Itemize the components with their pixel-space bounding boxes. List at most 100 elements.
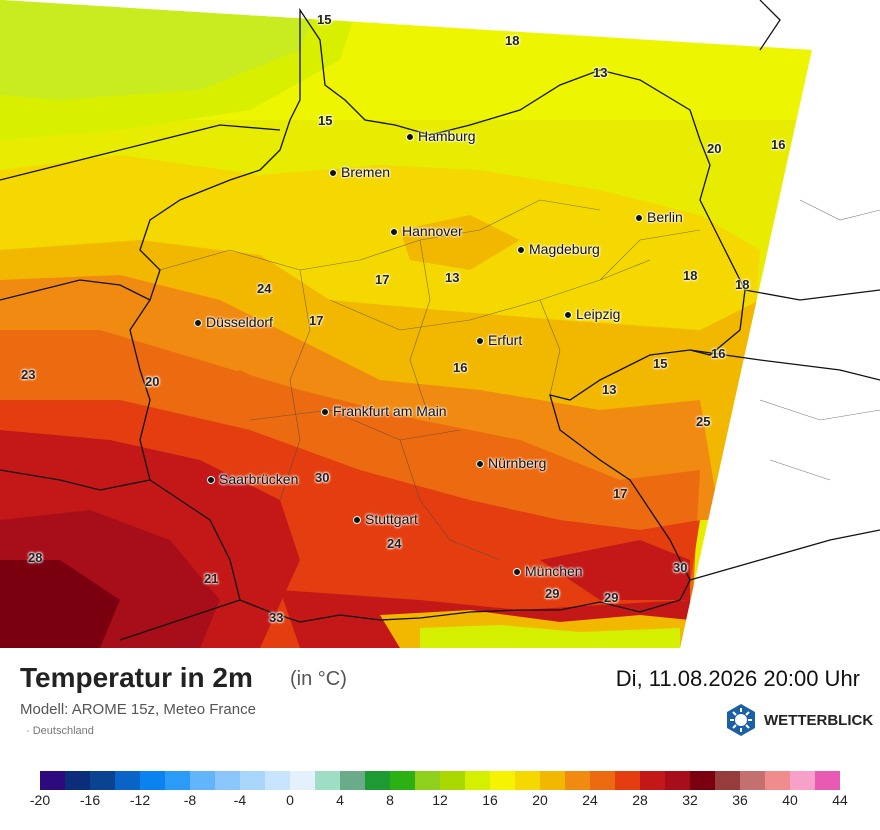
region-name: Deutschland (32, 725, 94, 737)
brand-name: WETTERBLICK (764, 711, 874, 729)
colorbar-step (215, 771, 240, 790)
city-label-leipzig: Leipzig (564, 306, 620, 322)
model-label: Modell: AROME 15z, Meteo France (20, 701, 256, 718)
temperature-colorbar (40, 771, 840, 790)
colorbar-step (765, 771, 790, 790)
colorbar-tick-label: -12 (129, 792, 151, 808)
colorbar-step (815, 771, 840, 790)
city-label-frankfurt: Frankfurt am Main (321, 403, 447, 419)
colorbar-step (265, 771, 290, 790)
colorbar-step (115, 771, 140, 790)
temp-value: 24 (387, 536, 402, 551)
colorbar-tick-label: -20 (29, 792, 51, 808)
colorbar-step (465, 771, 490, 790)
colorbar-step (640, 771, 665, 790)
temp-value: 13 (593, 65, 608, 80)
colorbar-tick-label: 24 (582, 792, 598, 808)
temp-value: 15 (318, 113, 333, 128)
colorbar-step (565, 771, 590, 790)
colorbar-step (390, 771, 415, 790)
temp-value: 25 (696, 414, 711, 429)
colorbar-tick-label: 8 (386, 792, 394, 808)
temp-value: 29 (604, 590, 619, 605)
colorbar-step (340, 771, 365, 790)
colorbar-step (65, 771, 90, 790)
temp-value: 16 (453, 360, 468, 375)
temp-value: 20 (707, 141, 722, 156)
colorbar-tick-label: 40 (782, 792, 798, 808)
map-title: Temperatur in 2m (20, 662, 253, 693)
border-lines (0, 0, 880, 641)
city-label-erfurt: Erfurt (476, 332, 522, 348)
colorbar-tick-label: 4 (336, 792, 344, 808)
colorbar-step (165, 771, 190, 790)
colorbar-tick-label: 16 (482, 792, 498, 808)
brand-logo[interactable]: WETTERBLICK (724, 703, 873, 737)
temp-value: 28 (28, 550, 43, 565)
temp-value: 20 (145, 374, 160, 389)
colorbar-tick-label: 36 (732, 792, 748, 808)
colorbar-step (315, 771, 340, 790)
temp-value: 24 (257, 281, 272, 296)
forecast-datetime: Di, 11.08.2026 20:00 Uhr (615, 666, 860, 691)
colorbar-tick-label: 12 (432, 792, 448, 808)
temp-value: 13 (602, 382, 617, 397)
temp-value: 21 (204, 571, 219, 586)
colorbar-step (240, 771, 265, 790)
colorbar-step (190, 771, 215, 790)
colorbar-step (490, 771, 515, 790)
colorbar-step (590, 771, 615, 790)
city-label-berlin: Berlin (635, 209, 683, 225)
sun-cloud-logo-icon (727, 704, 755, 736)
temp-value: 18 (735, 277, 750, 292)
temp-value: 15 (653, 356, 668, 371)
map-canvas (0, 0, 880, 648)
state-lines (159, 199, 880, 561)
colorbar-ticks: -20 -16 -12 -8 -4 0 4 8 12 16 20 24 28 32 36 40 44 (30, 792, 848, 808)
colorbar-step (665, 771, 690, 790)
colorbar-tick-label: 32 (682, 792, 698, 808)
unit-label: (in °C) (290, 668, 347, 690)
colorbar-step (740, 771, 765, 790)
city-label-stuttgart: Stuttgart (353, 511, 418, 527)
colorbar-step (790, 771, 815, 790)
colorbar-tick-label: -16 (79, 792, 101, 808)
city-label-nuernberg: Nürnberg (476, 455, 546, 471)
colorbar-tick-label: -8 (183, 792, 197, 808)
temp-value: 30 (315, 470, 330, 485)
colorbar-tick-label: -4 (233, 792, 247, 808)
city-label-hamburg: Hamburg (406, 128, 476, 144)
colorbar-step (690, 771, 715, 790)
colorbar-step (140, 771, 165, 790)
colorbar-step (540, 771, 565, 790)
colorbar-step (515, 771, 540, 790)
city-label-muenchen: München (513, 563, 583, 579)
temp-value: 17 (613, 486, 628, 501)
colorbar-tick-label: 44 (832, 792, 848, 808)
colorbar-step (90, 771, 115, 790)
temp-value: 18 (505, 33, 520, 48)
colorbar-step (440, 771, 465, 790)
temp-value: 17 (375, 272, 390, 287)
city-label-bremen: Bremen (329, 164, 390, 180)
colorbar-step (40, 771, 65, 790)
city-label-hannover: Hannover (390, 223, 463, 239)
city-label-magdeburg: Magdeburg (517, 241, 600, 257)
colorbar-step (715, 771, 740, 790)
colorbar-step (415, 771, 440, 790)
temp-value: 17 (309, 313, 324, 328)
temp-value: 23 (21, 367, 36, 382)
city-label-duesseldorf: Düsseldorf (194, 314, 273, 330)
colorbar-tick-label: 0 (286, 792, 294, 808)
colorbar-tick-label: 20 (532, 792, 548, 808)
legend-panel (0, 648, 880, 830)
temp-value: 16 (771, 137, 786, 152)
colorbar-tick-label: 28 (632, 792, 648, 808)
temp-value: 30 (673, 560, 688, 575)
temp-value: 13 (445, 270, 460, 285)
temp-value: 15 (317, 12, 332, 27)
temp-value: 33 (269, 610, 284, 625)
colorbar-step (615, 771, 640, 790)
temp-value: 16 (711, 346, 726, 361)
temperature-map[interactable]: Hamburg Bremen Berlin Hannover Magdeburg… (0, 0, 880, 648)
